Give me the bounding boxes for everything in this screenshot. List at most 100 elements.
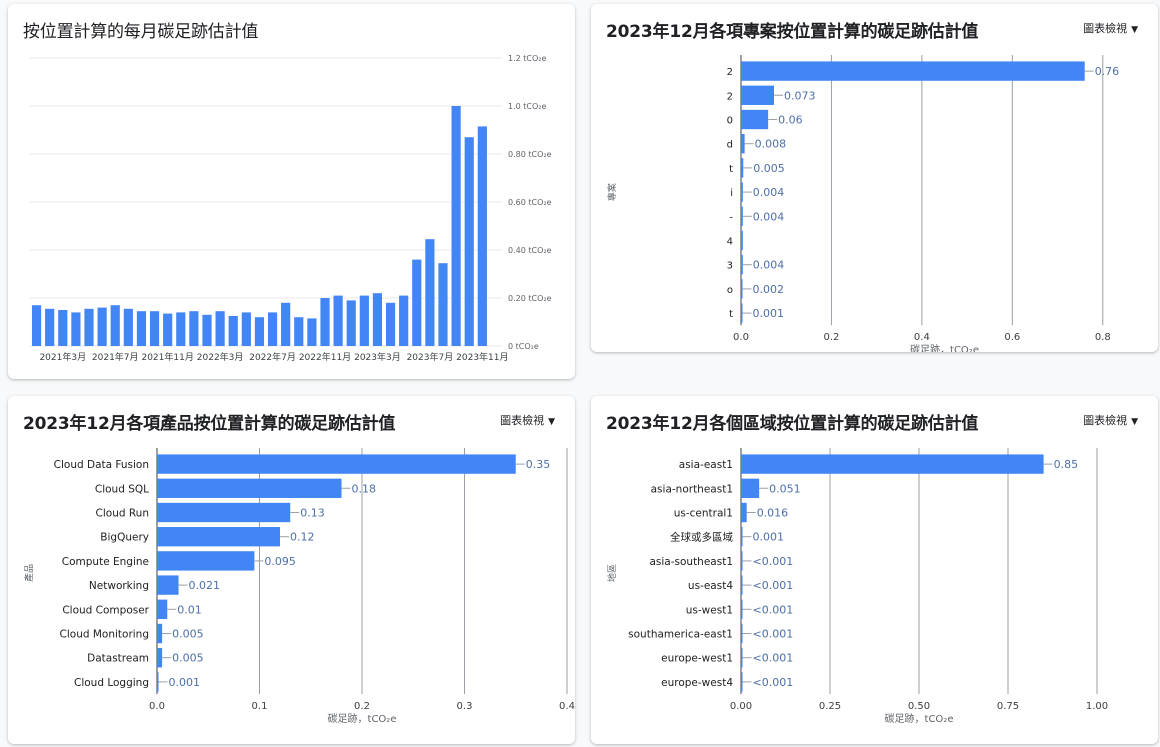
value-label: <0.001	[753, 628, 794, 641]
category-bar	[741, 672, 743, 692]
category-label: Cloud Run	[96, 508, 149, 520]
category-label: d	[727, 140, 733, 151]
x-tick-label: 2021年11月	[141, 351, 193, 363]
y-tick-label: 1.0 tCO₂e	[508, 102, 546, 111]
value-label: 0.002	[753, 283, 785, 296]
category-label: Cloud Monitoring	[60, 629, 149, 641]
value-label: <0.001	[753, 676, 794, 689]
category-label: 2	[727, 91, 733, 102]
category-label: Cloud Data Fusion	[54, 459, 149, 471]
category-label: 2	[727, 67, 733, 78]
x-tick-label: 2021年7月	[92, 351, 139, 363]
category-label: Cloud Composer	[62, 604, 149, 616]
category-label: europe-west1	[661, 653, 733, 665]
value-label: 0.85	[1054, 458, 1079, 471]
value-label: 0.008	[755, 138, 787, 151]
value-label: <0.001	[753, 555, 794, 568]
x-tick-label: 1.00	[1086, 701, 1108, 712]
x-axis-title: 碳足跡，tCO₂e	[910, 343, 979, 352]
monthly-bar	[84, 308, 94, 346]
monthly-bar	[176, 312, 186, 346]
caret-down-icon: ▼	[1131, 25, 1138, 35]
x-tick-label: 0.1	[252, 701, 268, 712]
category-bar	[741, 623, 743, 644]
x-axis-title: 碳足跡，tCO₂e	[328, 712, 397, 725]
category-bar	[741, 255, 743, 275]
value-label: 0.004	[753, 186, 785, 199]
category-bar	[741, 134, 745, 154]
monthly-bar	[71, 312, 81, 346]
category-label: Datastream	[87, 653, 149, 665]
monthly-bar	[149, 311, 160, 346]
y-tick-label: 1.2 tCO₂e	[508, 54, 546, 63]
x-tick-label: 0.4	[914, 332, 930, 343]
x-tick-label: 0.25	[819, 701, 841, 712]
y-tick-label: 0.40 tCO₂e	[508, 246, 552, 255]
category-label: southamerica-east1	[628, 629, 733, 641]
value-label: 0.76	[1095, 65, 1120, 78]
category-bar	[741, 182, 743, 202]
category-label: asia-east1	[679, 459, 733, 471]
project-carbon-card: 2023年12月各項專案按位置計算的碳足跡估計值 圖表檢視 ▼ 0.0 0.2 0.4…	[591, 4, 1158, 352]
monthly-bar	[163, 313, 173, 346]
monthly-bar	[438, 263, 448, 346]
caret-down-icon: ▼	[1131, 417, 1138, 427]
monthly-bar	[320, 298, 330, 346]
category-label: t	[729, 309, 733, 320]
category-label: asia-southeast1	[649, 556, 733, 568]
x-tick-label: 0.8	[1095, 332, 1111, 343]
monthly-bar	[110, 305, 120, 346]
x-tick-label: 2021年3月	[39, 351, 86, 363]
category-bar	[157, 623, 163, 644]
region-carbon-card: 2023年12月各個區域按位置計算的碳足跡估計值 圖表檢視 ▼ 0.00 0.25 0…	[591, 396, 1158, 744]
value-label: <0.001	[753, 652, 794, 665]
monthly-bar	[385, 302, 396, 346]
value-label: 0.005	[172, 652, 204, 665]
category-bar	[741, 454, 1044, 474]
value-label: 0.051	[769, 482, 801, 495]
category-label: asia-northeast1	[651, 483, 733, 495]
region-chart-view-menu[interactable]: 圖表檢視 ▼	[1083, 412, 1138, 428]
monthly-bar	[241, 312, 251, 346]
category-bar	[741, 599, 743, 619]
monthly-bar	[202, 314, 212, 346]
category-bar	[741, 478, 760, 498]
x-tick-label: 0.2	[823, 332, 839, 343]
value-label: 0.073	[784, 89, 816, 102]
x-tick-label: 2023年3月	[354, 351, 401, 363]
x-tick-label: 0.00	[730, 701, 752, 712]
category-label: us-central1	[674, 508, 733, 520]
y-axis-title: 專案	[606, 183, 618, 201]
y-axis-title: 產品	[23, 564, 35, 582]
monthly-bar	[281, 302, 291, 346]
project-chart-view-menu[interactable]: 圖表檢視 ▼	[1083, 20, 1138, 36]
x-tick-label: 2023年11月	[456, 351, 508, 363]
x-tick-label: 2022年3月	[197, 351, 244, 363]
product-chart-view-menu[interactable]: 圖表檢視 ▼	[500, 412, 555, 428]
x-tick-label: 2023年7月	[407, 351, 454, 363]
monthly-bar	[412, 259, 422, 346]
monthly-bar	[399, 295, 409, 346]
category-label: europe-west4	[661, 677, 733, 689]
value-label: 0.35	[526, 458, 551, 471]
category-bar	[741, 551, 743, 571]
monthly-bar	[359, 295, 369, 346]
monthly-bar	[477, 126, 487, 347]
value-label: 0.016	[757, 507, 789, 520]
monthly-bar	[45, 308, 55, 346]
monthly-bar	[97, 307, 107, 346]
x-tick-label: 0.0	[733, 332, 749, 343]
x-tick-label: 0.0	[149, 701, 165, 712]
y-tick-label: 0.80 tCO₂e	[508, 150, 552, 159]
monthly-chart-title: 按位置計算的每月碳足跡估計值	[23, 22, 259, 42]
category-bar	[157, 648, 163, 668]
x-tick-label: 0.3	[457, 701, 473, 712]
project-chart-title: 2023年12月各項專案按位置計算的碳足跡估計值	[606, 22, 979, 42]
value-label: <0.001	[753, 579, 794, 592]
category-bar	[741, 502, 747, 523]
region-bar-chart: 0.00 0.25 0.50 0.75 1.00 asia-east1 0.85 asia-n…	[606, 448, 1108, 725]
y-tick-label: 0.60 tCO₂e	[508, 198, 552, 207]
category-bar	[741, 61, 1085, 81]
category-label: 全球或多區域	[670, 531, 733, 544]
project-bar-chart: 0.0 0.2 0.4 0.6 0.8 2 0.76 2 0.073 0 0.06 d 0.008 t 0.…	[606, 55, 1120, 352]
